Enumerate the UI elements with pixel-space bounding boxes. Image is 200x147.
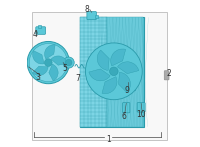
- Wedge shape: [49, 64, 58, 81]
- Text: 2: 2: [167, 69, 172, 78]
- Text: 1: 1: [106, 135, 111, 144]
- Wedge shape: [117, 62, 139, 74]
- FancyBboxPatch shape: [87, 12, 96, 20]
- Text: 4: 4: [33, 30, 38, 39]
- FancyBboxPatch shape: [123, 103, 130, 113]
- Wedge shape: [97, 50, 109, 70]
- Text: 8: 8: [85, 5, 89, 14]
- Text: 7: 7: [75, 74, 80, 83]
- Bar: [95, 15, 98, 18]
- Bar: [80, 17, 107, 127]
- Text: 10: 10: [137, 110, 146, 119]
- Wedge shape: [51, 56, 67, 65]
- Circle shape: [29, 44, 67, 82]
- Circle shape: [63, 57, 74, 68]
- Text: 6: 6: [122, 112, 126, 121]
- Text: 3: 3: [36, 73, 41, 82]
- Wedge shape: [45, 45, 55, 59]
- FancyBboxPatch shape: [164, 71, 169, 80]
- Circle shape: [85, 43, 142, 100]
- Wedge shape: [33, 51, 44, 64]
- Wedge shape: [111, 49, 126, 66]
- FancyBboxPatch shape: [36, 27, 46, 34]
- Wedge shape: [89, 69, 110, 81]
- Bar: [80, 17, 144, 127]
- Circle shape: [110, 67, 118, 76]
- Wedge shape: [118, 72, 130, 93]
- Circle shape: [27, 41, 69, 84]
- Text: 9: 9: [125, 86, 129, 95]
- Circle shape: [45, 59, 52, 66]
- Bar: [132, 85, 135, 90]
- FancyBboxPatch shape: [123, 81, 133, 92]
- Text: 5: 5: [62, 64, 67, 73]
- Wedge shape: [102, 77, 117, 94]
- Wedge shape: [32, 66, 48, 76]
- FancyBboxPatch shape: [137, 103, 145, 112]
- Bar: [38, 25, 41, 28]
- Bar: [32, 12, 167, 141]
- Bar: [107, 17, 143, 127]
- Circle shape: [65, 59, 72, 66]
